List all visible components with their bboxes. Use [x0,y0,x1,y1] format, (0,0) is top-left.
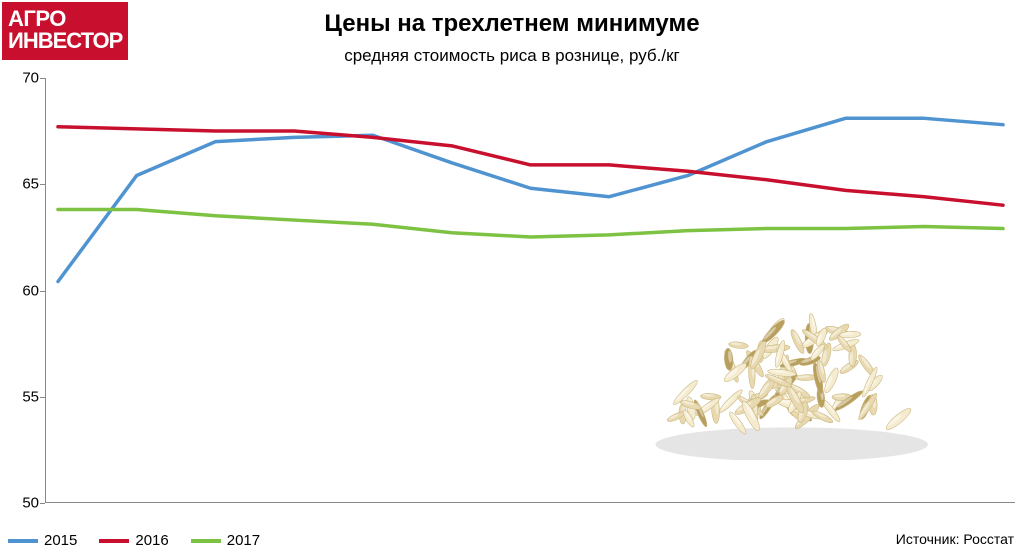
legend-item-2016: 2016 [99,532,168,549]
rice-svg [627,269,956,460]
series-line-2015 [58,118,1003,281]
series-line-2017 [58,209,1003,237]
legend-swatch [191,539,221,543]
ytick-label: 55 [22,388,39,405]
plot-area [45,78,1015,503]
ytick-label: 60 [22,282,39,299]
source-name: Росстат [963,531,1014,547]
legend-swatch [8,539,38,543]
source-prefix: Источник: [896,531,964,547]
ytick-mark [40,503,45,504]
ytick-label: 65 [22,176,39,193]
chart-subtitle: средняя стоимость риса в рознице, руб./к… [0,46,1024,66]
legend: 2015 2016 2017 [8,532,260,549]
legend-label: 2017 [227,532,260,549]
legend-item-2017: 2017 [191,532,260,549]
series-line-2016 [58,127,1003,205]
ytick-mark [40,78,45,79]
rice-image [627,269,956,460]
ytick-label: 50 [22,495,39,512]
ytick-mark [40,291,45,292]
ytick-mark [40,184,45,185]
legend-item-2015: 2015 [8,532,77,549]
chart-title: Цены на трехлетнем минимуме [0,10,1024,38]
ytick-mark [40,397,45,398]
source-label: Источник: Росстат [896,531,1014,547]
legend-label: 2015 [44,532,77,549]
legend-label: 2016 [135,532,168,549]
legend-swatch [99,539,129,543]
ytick-label: 70 [22,70,39,87]
